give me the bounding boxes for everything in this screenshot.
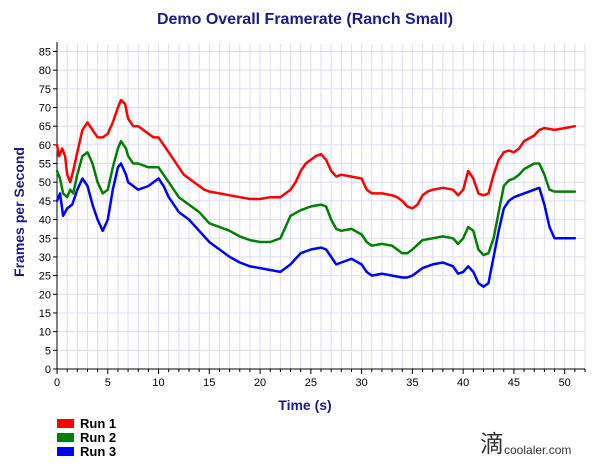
y-tick-label: 30 [39, 252, 51, 264]
x-tick-label: 15 [203, 377, 215, 389]
watermark-text: coolaler.com [504, 443, 571, 457]
y-tick-label: 10 [39, 327, 51, 339]
legend-label-1: Run 1 [80, 416, 116, 431]
y-tick-label: 25 [39, 271, 51, 283]
x-tick-label: 5 [105, 377, 111, 389]
x-axis-ticks: 0 5 10 15 20 25 30 35 40 45 50 [54, 369, 586, 389]
series-line-1 [55, 98, 577, 210]
y-tick-label: 35 [39, 233, 51, 245]
y-tick-label: 0 [45, 364, 51, 376]
x-tick-label: 45 [508, 377, 520, 389]
legend-swatch-3 [57, 447, 74, 456]
y-tick-label: 50 [39, 177, 51, 189]
x-tick-label: 35 [406, 377, 418, 389]
x-tick-label: 30 [355, 377, 367, 389]
watermark-glyph: 滴 [480, 430, 504, 458]
y-tick-label: 15 [39, 308, 51, 320]
y-tick-label: 85 [39, 46, 51, 58]
y-tick-label: 45 [39, 196, 51, 208]
y-tick-label: 60 [39, 140, 51, 152]
legend-label-2: Run 2 [80, 430, 116, 445]
series-line-2 [55, 139, 577, 257]
x-tick-label: 20 [254, 377, 266, 389]
x-tick-label: 25 [305, 377, 317, 389]
legend-swatch-1 [57, 419, 74, 428]
y-tick-label: 80 [39, 65, 51, 77]
y-axis-ticks: 0 5 10 15 20 25 30 35 40 45 50 55 60 65 70 75 80 85 [39, 46, 57, 376]
x-tick-label: 0 [54, 377, 60, 389]
legend-label-3: Run 3 [80, 444, 116, 459]
y-tick-label: 75 [39, 84, 51, 96]
x-axis-label: Time (s) [278, 397, 331, 413]
x-tick-label: 40 [457, 377, 469, 389]
y-tick-label: 55 [39, 159, 51, 171]
x-tick-label: 10 [152, 377, 164, 389]
y-tick-label: 20 [39, 289, 51, 301]
series-lines [55, 98, 577, 289]
legend-swatch-2 [57, 433, 74, 442]
series-line-3 [55, 162, 577, 289]
y-tick-label: 65 [39, 121, 51, 133]
watermark: 滴 coolaler.com [480, 430, 571, 458]
chart-title: Demo Overall Framerate (Ranch Small) [157, 11, 453, 28]
y-axis-label: Frames per Second [11, 147, 27, 277]
x-tick-label: 50 [559, 377, 571, 389]
y-tick-label: 40 [39, 215, 51, 227]
y-tick-label: 70 [39, 103, 51, 115]
y-tick-label: 5 [45, 345, 51, 357]
grid-lines [57, 44, 586, 369]
